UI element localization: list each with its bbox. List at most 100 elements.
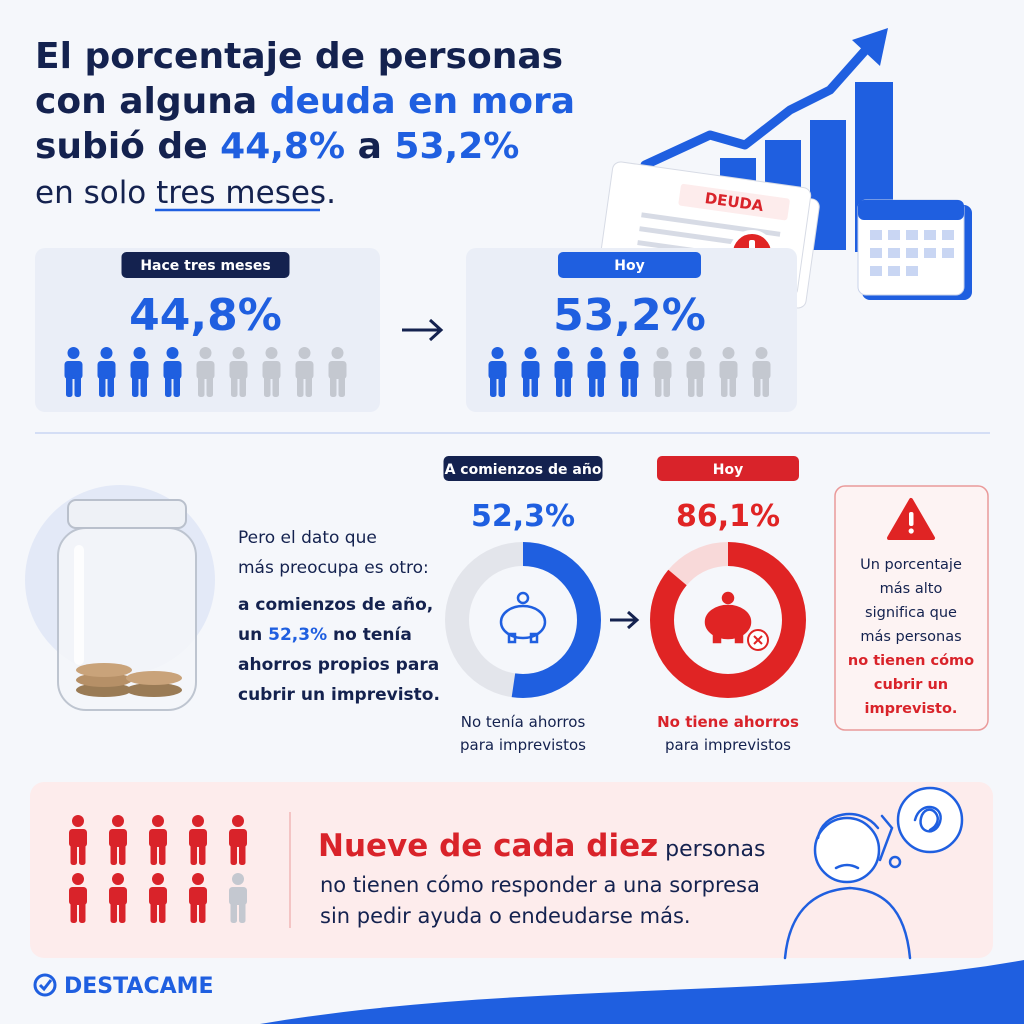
piggy-leg [507, 632, 517, 644]
person-icon [149, 873, 167, 923]
donut-arc [650, 542, 806, 698]
pill-label: A comienzos de año [445, 462, 602, 478]
person-head [100, 347, 113, 359]
subtitle-part: en solo [35, 175, 156, 211]
person-head [557, 347, 570, 359]
logo-check [38, 979, 53, 992]
person-icon [328, 347, 347, 397]
person-head [133, 347, 146, 359]
person-leg [239, 374, 246, 397]
person-leg [297, 374, 304, 397]
person-head [232, 873, 244, 885]
person-leg [272, 374, 279, 397]
piggy-leg [734, 632, 744, 644]
person-leg [556, 374, 563, 397]
piggy-body [704, 604, 752, 640]
piggy-leg [529, 632, 539, 644]
alert-line: no tienen cómo [848, 653, 974, 669]
person-leg [239, 842, 246, 865]
coin [76, 683, 132, 697]
person-head [152, 873, 164, 885]
person-icon [488, 347, 507, 397]
worried-person [783, 786, 964, 960]
person-leg [305, 374, 312, 397]
person-leg [564, 374, 571, 397]
savings-emphasis: ahorros propios para [238, 655, 439, 675]
person-head [524, 347, 537, 359]
donut-caption: No tenía ahorros [461, 713, 586, 731]
person-icon [653, 347, 672, 397]
warning-dot [908, 528, 914, 534]
savings-emphasis-part: ahorros propios para [238, 655, 439, 675]
person-icon [109, 815, 127, 865]
cross-mark [753, 635, 763, 645]
person-leg [754, 374, 761, 397]
alert-line: imprevisto. [865, 701, 958, 717]
coin [76, 663, 132, 677]
person-leg [198, 374, 205, 397]
donut-arc [445, 542, 601, 698]
piggy-coin [516, 591, 530, 605]
thought-scribble [913, 805, 942, 833]
person-head [72, 873, 84, 885]
person-leg [74, 374, 81, 397]
person-icon [149, 815, 167, 865]
person-leg [70, 842, 77, 865]
person-leg [190, 900, 197, 923]
thought-dot [888, 855, 902, 869]
person-head [755, 347, 768, 359]
person-head [656, 347, 669, 359]
person-body [783, 886, 912, 960]
subtitle-part: tres meses [156, 175, 326, 211]
person-leg [655, 374, 662, 397]
piggy-body [499, 604, 547, 640]
person-leg [190, 842, 197, 865]
donut-caption: para imprevistos [460, 736, 586, 754]
person-leg [264, 374, 271, 397]
person-leg [239, 900, 246, 923]
logo-circle [33, 973, 57, 997]
person-leg [159, 842, 166, 865]
donut-arrow [610, 610, 640, 630]
person-head [232, 347, 245, 359]
card [466, 248, 797, 412]
donut-caption: No tiene ahorros [657, 713, 799, 731]
document-tag [678, 183, 790, 221]
conclusion-box [30, 782, 993, 958]
person-leg [498, 374, 505, 397]
person-leg [696, 374, 703, 397]
piggy-icon [704, 591, 752, 644]
title-line-part: subió de [35, 126, 220, 167]
person-head [813, 816, 881, 884]
people-row [64, 347, 347, 397]
person-leg [70, 900, 77, 923]
savings-emphasis-part: 52,3% [268, 625, 327, 645]
person-icon [189, 873, 207, 923]
person-icon [229, 347, 248, 397]
person-leg [622, 374, 629, 397]
pill [121, 252, 290, 278]
donut-caption: para imprevistos [665, 736, 791, 754]
person-leg [762, 374, 769, 397]
savings-intro: Pero el dato que [238, 528, 377, 548]
savings-intro: más preocupa es otro: [238, 558, 429, 578]
thought-bubble [896, 786, 964, 854]
person-leg [165, 374, 172, 397]
coin [126, 683, 182, 697]
calendar-header [858, 200, 964, 220]
person-icon [64, 347, 83, 397]
person-leg [630, 374, 637, 397]
pill-label: Hoy [713, 462, 743, 478]
alert-line: más alto [880, 581, 943, 597]
person-icon [69, 815, 87, 865]
person-icon [587, 347, 606, 397]
person-leg [79, 842, 86, 865]
savings-emphasis-part: un [238, 625, 268, 645]
person-icon [295, 347, 314, 397]
person-leg [150, 900, 157, 923]
person-icon [262, 347, 281, 397]
pill [558, 252, 701, 278]
alert-line: Un porcentaje [860, 557, 962, 573]
person-leg [206, 374, 213, 397]
